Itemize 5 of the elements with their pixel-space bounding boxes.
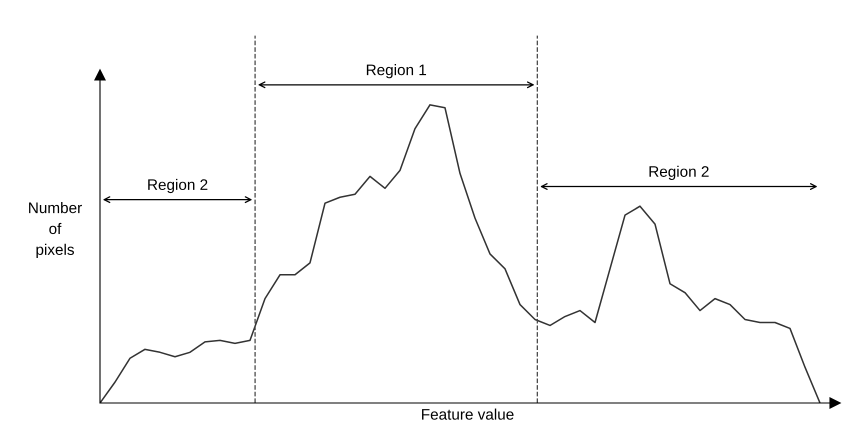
- text: Region 1: [366, 64, 426, 78]
- y-axis-title: Number of pixels: [29, 202, 82, 258]
- x-axis-title: Feature value: [422, 408, 514, 420]
- annotation: Region 2: [148, 178, 208, 194]
- annotation: Region 2: [649, 166, 709, 180]
